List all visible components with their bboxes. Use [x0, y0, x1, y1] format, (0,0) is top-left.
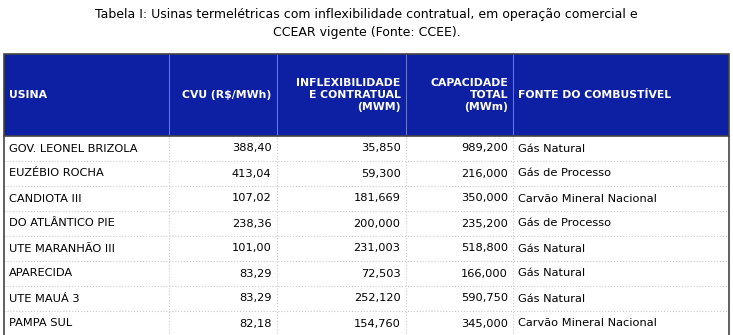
Text: 83,29: 83,29	[239, 268, 272, 278]
Text: EUZÉBIO ROCHA: EUZÉBIO ROCHA	[9, 169, 104, 179]
Text: 101,00: 101,00	[232, 244, 272, 254]
Text: 107,02: 107,02	[232, 194, 272, 203]
Text: GOV. LEONEL BRIZOLA: GOV. LEONEL BRIZOLA	[9, 143, 138, 153]
Text: Gás de Processo: Gás de Processo	[518, 169, 611, 179]
Text: CANDIOTA III: CANDIOTA III	[9, 194, 81, 203]
Text: 181,669: 181,669	[354, 194, 401, 203]
Text: 235,200: 235,200	[461, 218, 508, 228]
Text: Gás de Processo: Gás de Processo	[518, 218, 611, 228]
Text: APARECIDA: APARECIDA	[9, 268, 73, 278]
Text: 413,04: 413,04	[232, 169, 272, 179]
Bar	[4, 54, 729, 136]
Text: FONTE DO COMBUSTÍVEL: FONTE DO COMBUSTÍVEL	[518, 90, 671, 100]
Text: Tabela I: Usinas termelétricas com inflexibilidade contratual, em operação comer: Tabela I: Usinas termelétricas com infle…	[95, 8, 638, 21]
Text: 252,120: 252,120	[354, 293, 401, 304]
Text: 216,000: 216,000	[461, 169, 508, 179]
Text: UTE MAUÁ 3: UTE MAUÁ 3	[9, 293, 80, 304]
Text: 166,000: 166,000	[461, 268, 508, 278]
Text: CAPACIDADE
TOTAL
(MWm): CAPACIDADE TOTAL (MWm)	[430, 78, 508, 112]
Text: PAMPA SUL: PAMPA SUL	[9, 319, 72, 329]
Text: DO ATLÂNTICO PIE: DO ATLÂNTICO PIE	[9, 218, 115, 228]
Text: 59,300: 59,300	[361, 169, 401, 179]
Text: 518,800: 518,800	[461, 244, 508, 254]
Text: Gás Natural: Gás Natural	[518, 293, 585, 304]
Text: 350,000: 350,000	[461, 194, 508, 203]
Text: 200,000: 200,000	[353, 218, 401, 228]
Text: INFLEXIBILIDADE
E CONTRATUAL
(MWM): INFLEXIBILIDADE E CONTRATUAL (MWM)	[296, 78, 401, 112]
Text: 35,850: 35,850	[361, 143, 401, 153]
Text: Gás Natural: Gás Natural	[518, 268, 585, 278]
Text: 238,36: 238,36	[232, 218, 272, 228]
Text: Gás Natural: Gás Natural	[518, 143, 585, 153]
Text: 72,503: 72,503	[361, 268, 401, 278]
Text: 989,200: 989,200	[461, 143, 508, 153]
Text: 590,750: 590,750	[461, 293, 508, 304]
Text: UTE MARANHÃO III: UTE MARANHÃO III	[9, 244, 115, 254]
Text: 231,003: 231,003	[353, 244, 401, 254]
Text: 154,760: 154,760	[354, 319, 401, 329]
Text: Carvão Mineral Nacional: Carvão Mineral Nacional	[518, 194, 657, 203]
Text: 345,000: 345,000	[461, 319, 508, 329]
Text: 388,40: 388,40	[232, 143, 272, 153]
Text: USINA: USINA	[9, 90, 47, 100]
Text: CCEAR vigente (Fonte: CCEE).: CCEAR vigente (Fonte: CCEE).	[273, 26, 460, 39]
Text: Carvão Mineral Nacional: Carvão Mineral Nacional	[518, 319, 657, 329]
Text: CVU (R$/MWh): CVU (R$/MWh)	[183, 90, 272, 100]
Text: 83,29: 83,29	[239, 293, 272, 304]
Text: 82,18: 82,18	[239, 319, 272, 329]
Text: Gás Natural: Gás Natural	[518, 244, 585, 254]
